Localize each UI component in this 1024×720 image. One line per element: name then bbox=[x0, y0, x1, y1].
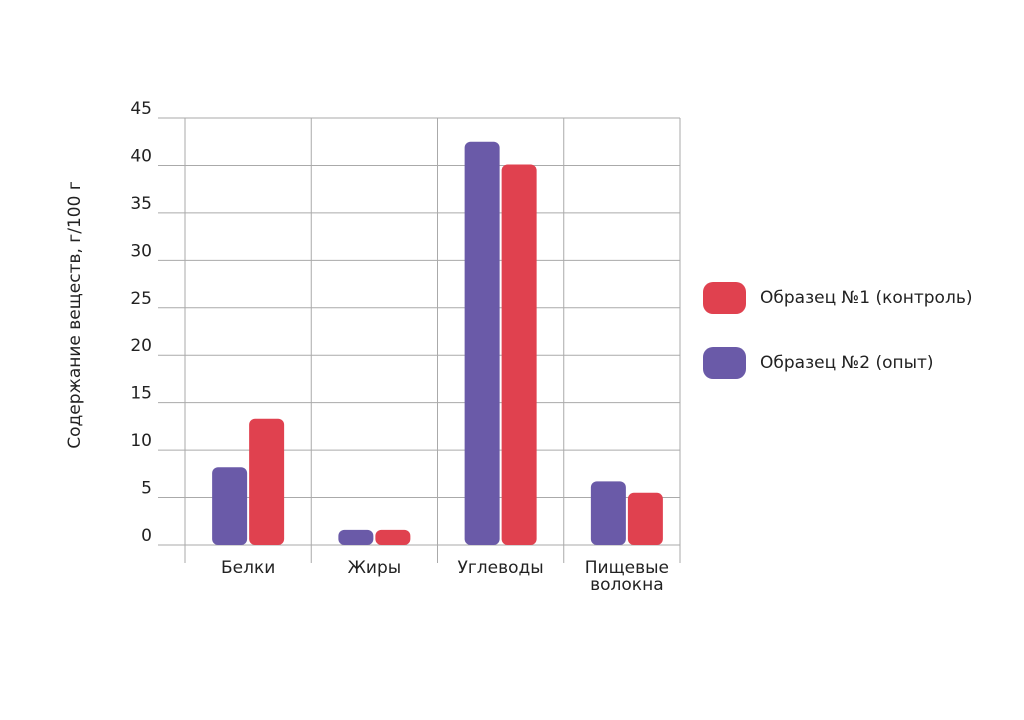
y-tick-label: 5 bbox=[141, 479, 152, 499]
bar bbox=[501, 164, 537, 546]
y-tick-label: 10 bbox=[130, 431, 152, 451]
x-tick-label: Пищевые волокна bbox=[584, 558, 669, 595]
y-tick-label: 20 bbox=[130, 336, 152, 356]
bar bbox=[375, 529, 411, 545]
bar bbox=[338, 529, 374, 545]
bar bbox=[464, 141, 500, 545]
y-tick-label: 40 bbox=[130, 146, 152, 166]
y-axis-label: Содержание веществ, г/100 г bbox=[65, 181, 85, 449]
y-tick-label: 45 bbox=[130, 99, 152, 119]
bar bbox=[249, 418, 285, 545]
legend-swatch bbox=[703, 347, 746, 379]
y-tick-label: 25 bbox=[130, 289, 152, 309]
x-tick-label: Белки bbox=[220, 558, 276, 578]
bar bbox=[212, 467, 248, 545]
x-tick-label: Углеводы bbox=[457, 558, 544, 578]
legend-label: Образец №2 (опыт) bbox=[760, 353, 934, 373]
y-tick-label: 15 bbox=[130, 384, 152, 404]
x-tick-label: Жиры bbox=[347, 558, 402, 578]
y-tick-label: 35 bbox=[130, 194, 152, 214]
y-tick-label: 0 bbox=[141, 526, 152, 546]
y-tick-label: 30 bbox=[130, 241, 152, 261]
bar bbox=[590, 481, 626, 545]
bar bbox=[627, 492, 663, 545]
legend-label: Образец №1 (контроль) bbox=[760, 288, 972, 308]
legend-swatch bbox=[703, 282, 746, 314]
